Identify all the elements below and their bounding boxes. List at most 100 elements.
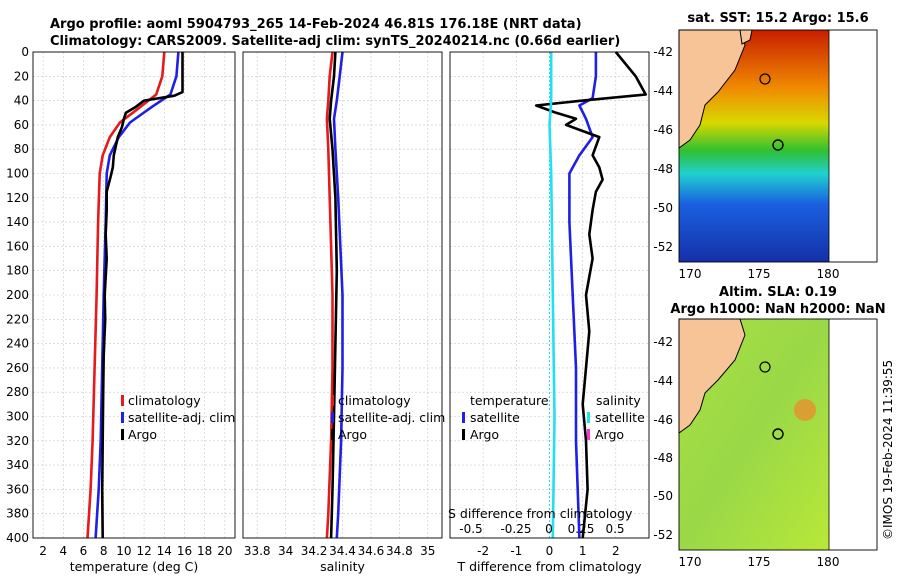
y-tick-label: 140 (6, 215, 29, 229)
s-diff-ticks: -0.5 -0.25 0 0.25 0.5 (459, 522, 624, 536)
legend-swatch-sal-satellite (587, 412, 590, 423)
legend-label-sal-satellite: satellite (595, 410, 645, 425)
x-tick-label: -2 (477, 544, 489, 558)
y-tick-label: 120 (6, 191, 29, 205)
y-tick-label: 0 (21, 45, 29, 59)
x-tick-label: 4 (59, 544, 67, 558)
legend-swatch-temp-satellite (462, 412, 465, 423)
lat-tick: -42 (653, 45, 673, 59)
series-line-argo (328, 51, 339, 539)
legend-swatch-argo (121, 429, 124, 440)
lat-tick: -46 (653, 123, 673, 137)
lon-tick: 170 (679, 267, 702, 281)
s-diff-axis-label: S difference from climatology (448, 506, 633, 521)
lat-tick: -52 (653, 528, 673, 542)
x-tick-label: 6 (80, 544, 88, 558)
lat-tick: -50 (653, 201, 673, 215)
legend-title-salinity: salinity (596, 393, 641, 408)
series-line-argo (100, 52, 184, 539)
figure-title-line1: Argo profile: aoml 5904793_265 14-Feb-20… (50, 17, 582, 32)
y-tick-label: 180 (6, 264, 29, 278)
sla-anomaly (794, 399, 816, 421)
sst-map (678, 29, 878, 263)
chatham-island (759, 73, 771, 85)
legend-title-temperature: temperature (470, 393, 549, 408)
land-south-island (678, 318, 746, 434)
x-tick-label: 2 (612, 544, 620, 558)
lat-tick: -48 (653, 451, 673, 465)
x-tick-label: 2 (39, 544, 47, 558)
temperature-legend: climatology satellite-adj. clim Argo (121, 393, 235, 442)
y-tick-label: 160 (6, 239, 29, 253)
sla-map (678, 318, 878, 551)
series-line-satellite-adj-clim (332, 51, 344, 539)
legend-swatch-satellite (331, 412, 334, 423)
legend-label-satellite: satellite-adj. clim (128, 410, 235, 425)
x-tick-label: 18 (197, 544, 212, 558)
chatham-island (759, 361, 771, 373)
lat-tick: -42 (653, 335, 673, 349)
y-tick-label: 380 (6, 507, 29, 521)
lat-tick: -50 (653, 489, 673, 503)
temperature-panel: 2 4 6 8 10 12 14 16 18 20 temperature (deg C) 0 20 40… (6, 45, 236, 574)
legend-swatch-climatology (121, 395, 124, 406)
sst-map-title: sat. SST: 15.2 Argo: 15.6 (687, 11, 868, 26)
y-tick-label: 100 (6, 167, 29, 181)
x-tick-label: 10 (116, 544, 131, 558)
difference-legend: temperature satellite Argo salinity sate… (462, 393, 645, 442)
x-tick-label: -1 (510, 544, 522, 558)
legend-label-temp-argo: Argo (470, 427, 499, 442)
x-tick-label: 34.2 (301, 544, 328, 558)
series-line-climatology (86, 51, 166, 539)
y-tick-label: 20 (14, 69, 29, 83)
series-line-salinity-satellite (548, 52, 556, 539)
argo-location-marker (772, 139, 784, 151)
s-tick-label: -0.5 (459, 522, 482, 536)
difference-panel: -2 -1 0 1 2T difference from climatology (449, 51, 650, 574)
lon-tick: 180 (817, 267, 840, 281)
legend-label-climatology: climatology (338, 393, 411, 408)
y-tick-label: 260 (6, 361, 29, 375)
lat-tick: -52 (653, 240, 673, 254)
legend-label-temp-satellite: satellite (470, 410, 520, 425)
sla-map-ticks: -42 -44 -46 -48 -50 -52 170 175 180 (653, 335, 839, 569)
y-tick-label: 340 (6, 458, 29, 472)
salinity-panel: 33.8 34 34.2 34.4 34.6 34.8 35 salinity (242, 51, 443, 574)
plot-frame (449, 51, 650, 539)
legend-label-argo: Argo (338, 427, 367, 442)
y-tick-label: 240 (6, 337, 29, 351)
series-line-climatology (325, 51, 334, 539)
legend-label-argo: Argo (128, 427, 157, 442)
x-axis-label: temperature (deg C) (70, 559, 199, 574)
x-tick-label: 34.6 (358, 544, 385, 558)
y-tick-label: 320 (6, 434, 29, 448)
y-tick-label: 360 (6, 482, 29, 496)
x-tick-label: 0 (546, 544, 554, 558)
legend-swatch-sal-argo (587, 429, 590, 440)
s-tick-label: 0 (545, 522, 553, 536)
y-tick-label: 400 (6, 531, 29, 545)
argo-location-marker (772, 428, 784, 440)
y-tick-label: 60 (14, 118, 29, 132)
x-tick-label: 8 (100, 544, 108, 558)
lat-tick: -46 (653, 413, 673, 427)
x-tick-label: 33.8 (244, 544, 271, 558)
sla-map-title1: Altim. SLA: 0.19 (719, 285, 837, 300)
legend-label-satellite: satellite-adj. clim (338, 410, 445, 425)
legend-label-sal-argo: Argo (595, 427, 624, 442)
x-tick-label: 12 (136, 544, 151, 558)
x-tick-label: 14 (157, 544, 172, 558)
legend-swatch-temp-argo (462, 429, 465, 440)
sst-map-frame (678, 29, 878, 263)
x-axis-label: salinity (320, 559, 365, 574)
x-tick-label: 34.8 (386, 544, 413, 558)
lon-tick: 175 (748, 267, 771, 281)
legend-swatch-climatology (331, 395, 334, 406)
x-axis-label: T difference from climatology (456, 559, 642, 574)
s-tick-label: 0.5 (605, 522, 624, 536)
figure-title-line2: Climatology: CARS2009. Satellite-adj cli… (50, 34, 620, 49)
salinity-legend: climatology satellite-adj. clim Argo (331, 393, 445, 442)
lon-tick: 180 (817, 555, 840, 569)
sla-map-frame (678, 318, 878, 551)
legend-swatch-argo (331, 429, 334, 440)
